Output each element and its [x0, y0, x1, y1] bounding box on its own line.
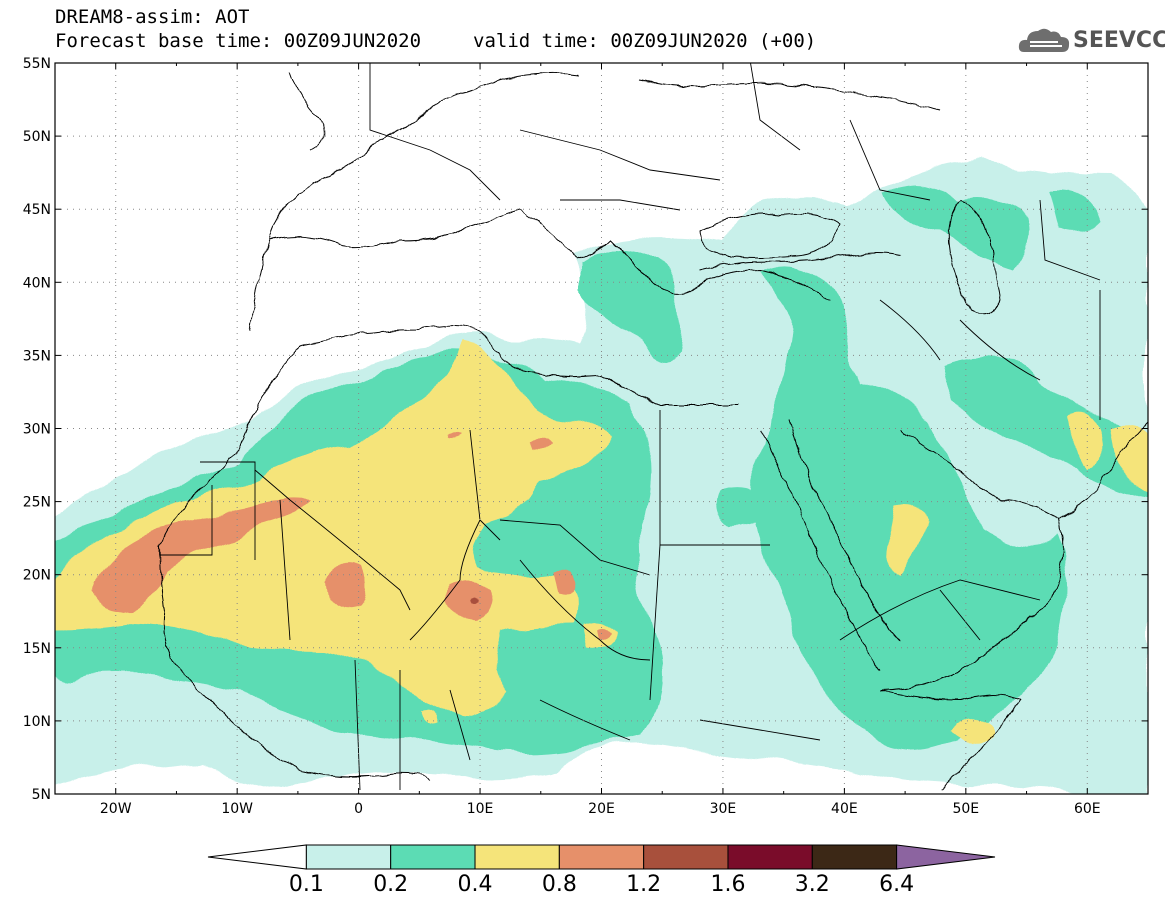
cloud-icon	[1018, 28, 1070, 52]
colorbar-level-label: 6.4	[879, 872, 914, 897]
logo-text: SEEVCCC	[1073, 28, 1165, 53]
lon-label: 50E	[952, 801, 979, 817]
colorbar-level-label: 1.2	[626, 872, 661, 897]
lat-lon-grid	[55, 63, 1148, 794]
lon-label: 20W	[100, 801, 132, 817]
lon-label: 40E	[831, 801, 858, 817]
colorbar-level-label: 1.6	[710, 872, 745, 897]
axis-ticks	[54, 62, 1149, 795]
lat-label: 30N	[23, 422, 51, 438]
colorbar	[207, 844, 996, 870]
lat-labels: 55N 50N 45N 40N 35N 30N 25N 20N 15N 10N 5N	[23, 56, 51, 803]
base-time: Forecast base time: 00Z09JUN2020	[55, 30, 422, 52]
coastlines	[159, 69, 1148, 791]
colorbar-box	[558, 844, 645, 870]
colorbar-level-label: 0.4	[458, 872, 493, 897]
lon-label: 10E	[467, 801, 494, 817]
contour-level-1-2	[475, 601, 481, 607]
colorbar-level-label: 0.1	[289, 872, 324, 897]
lon-label: 20E	[588, 801, 615, 817]
forecast-time-line: Forecast base time: 00Z09JUN2020 valid ti…	[55, 30, 816, 52]
lat-label: 55N	[23, 56, 51, 72]
valid-time: valid time: 00Z09JUN2020 (+00)	[473, 30, 817, 52]
colorbar-left-triangle	[207, 844, 307, 870]
lat-label: 35N	[23, 348, 51, 364]
colorbar-level-label: 0.8	[542, 872, 577, 897]
colorbar-right-triangle	[896, 844, 996, 870]
political-borders	[160, 63, 1101, 791]
map-title: DREAM8-assim: AOT	[55, 6, 250, 28]
lon-label: 0	[354, 801, 363, 817]
colorbar-level-label: 0.2	[373, 872, 408, 897]
lon-label: 60E	[1074, 801, 1101, 817]
lat-label: 50N	[23, 129, 51, 145]
lat-label: 5N	[32, 787, 51, 803]
lat-label: 10N	[23, 714, 51, 730]
lon-label: 10W	[221, 801, 253, 817]
colorbar-box	[474, 844, 560, 870]
colorbar-box	[811, 844, 898, 870]
lat-label: 40N	[23, 275, 51, 291]
seevccc-logo: SEEVCCC	[1018, 22, 1165, 60]
colorbar-box	[390, 844, 476, 870]
colorbar-labels: 0.1 0.2 0.4 0.8 1.2 1.6 3.2 6.4	[289, 872, 914, 897]
lat-label: 45N	[23, 202, 51, 218]
plot-area	[55, 63, 1148, 794]
lat-label: 25N	[23, 495, 51, 511]
colorbar-box	[643, 844, 729, 870]
colorbar-box	[727, 844, 813, 870]
lat-label: 20N	[23, 568, 51, 584]
colorbar-box	[305, 844, 392, 870]
lon-label: 30E	[710, 801, 737, 817]
colorbar-level-label: 3.2	[795, 872, 830, 897]
lat-label: 15N	[23, 641, 51, 657]
lon-labels: 20W 10W 0 10E 20E 30E 40E 50E 60E	[100, 801, 1101, 817]
